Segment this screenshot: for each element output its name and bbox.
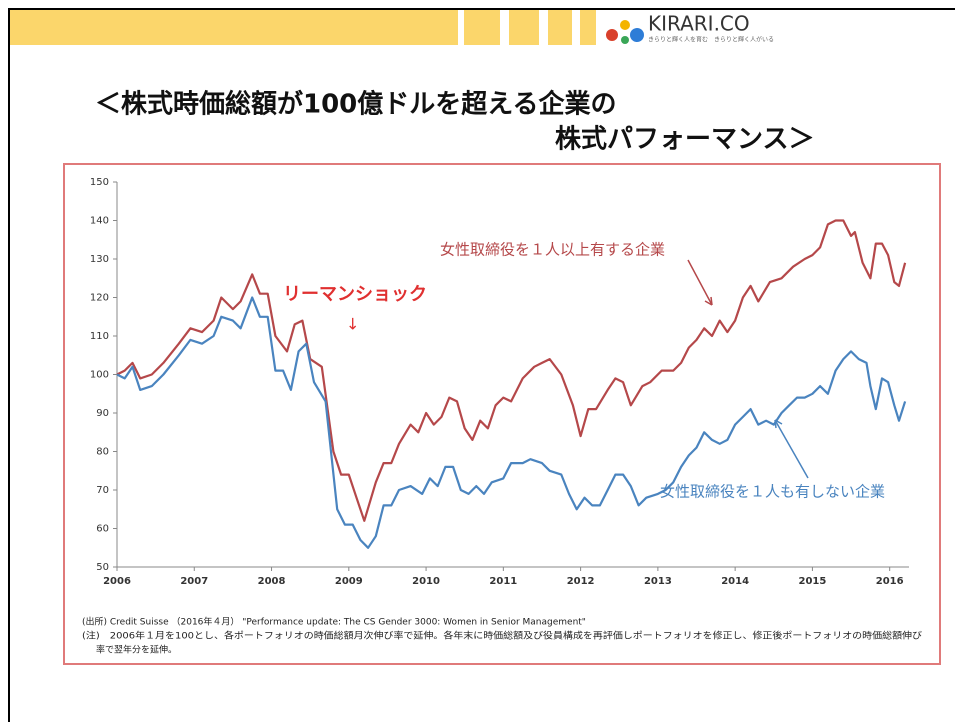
series-line bbox=[116, 219, 907, 522]
x-tick-label: 2006 bbox=[103, 576, 131, 587]
y-tick-label: 80 bbox=[96, 447, 109, 458]
header-bar bbox=[10, 10, 458, 45]
y-tick-label: 70 bbox=[96, 485, 109, 496]
y-tick-label: 60 bbox=[96, 524, 109, 535]
label-pointer-head bbox=[774, 419, 783, 429]
x-tick-label: 2010 bbox=[412, 576, 440, 587]
label-pointer bbox=[774, 419, 809, 479]
x-tick-label: 2009 bbox=[335, 576, 363, 587]
logo-dot bbox=[620, 20, 630, 30]
header-block bbox=[464, 10, 500, 45]
header-block bbox=[548, 10, 572, 45]
note: (注) 2006年１月を100とし、各ポートフォリオの時価総額月次伸び率で延伸。… bbox=[82, 630, 922, 642]
y-tick-label: 50 bbox=[96, 562, 109, 573]
y-tick-label: 100 bbox=[90, 370, 109, 381]
chart-title: ＜株式時価総額が100億ドルを超える企業の bbox=[95, 89, 617, 120]
y-tick-label: 90 bbox=[96, 408, 109, 419]
logo-dot bbox=[630, 28, 644, 42]
annotation: リーマンショック bbox=[283, 284, 427, 305]
note: 率で翌年分を延伸。 bbox=[96, 644, 177, 656]
logo-tagline: きらりと輝く人を育む きらりと輝く人がいる bbox=[648, 36, 774, 44]
series-line bbox=[116, 296, 907, 549]
logo-text: KIRARI.CO bbox=[648, 12, 750, 36]
y-tick-label: 130 bbox=[90, 254, 109, 265]
x-tick-label: 2012 bbox=[567, 576, 595, 587]
series-label: 女性取締役を１人も有しない企業 bbox=[660, 483, 885, 501]
y-tick-label: 120 bbox=[90, 293, 109, 304]
x-tick-label: 2013 bbox=[644, 576, 672, 587]
annotation-arrow: ↓ bbox=[346, 315, 359, 334]
header-block bbox=[580, 10, 596, 45]
series-label: 女性取締役を１人以上有する企業 bbox=[440, 241, 665, 259]
slide-frame bbox=[8, 8, 955, 722]
x-tick-label: 2011 bbox=[489, 576, 517, 587]
logo-dot bbox=[606, 29, 618, 41]
note: (出所) Credit Suisse （2016年４月） "Performanc… bbox=[82, 616, 586, 628]
label-pointer bbox=[687, 259, 713, 306]
logo-dot bbox=[621, 36, 629, 44]
header-block bbox=[509, 10, 539, 45]
y-tick-label: 140 bbox=[90, 216, 109, 227]
x-tick-label: 2008 bbox=[258, 576, 286, 587]
x-tick-label: 2014 bbox=[721, 576, 749, 587]
label-pointer-head bbox=[704, 296, 713, 306]
y-tick-label: 150 bbox=[90, 177, 109, 188]
y-tick-label: 110 bbox=[90, 331, 109, 342]
chart-title: 株式パフォーマンス＞ bbox=[555, 125, 814, 155]
x-tick-label: 2007 bbox=[180, 576, 208, 587]
chart-frame bbox=[63, 163, 941, 665]
x-tick-label: 2015 bbox=[798, 576, 826, 587]
x-tick-label: 2016 bbox=[876, 576, 904, 587]
